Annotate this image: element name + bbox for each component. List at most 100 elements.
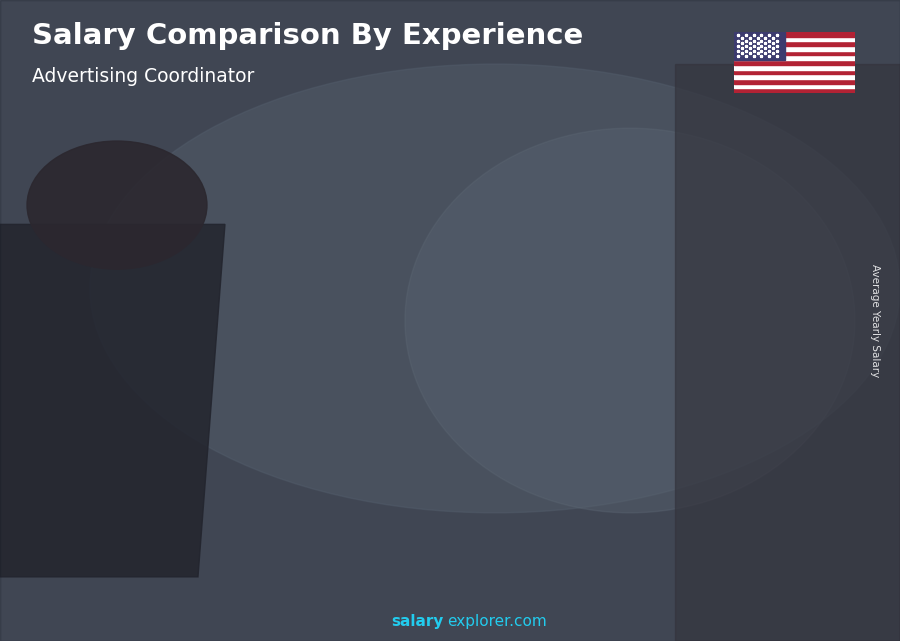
Bar	[466, 487, 530, 498]
Text: +9%: +9%	[539, 157, 585, 175]
Bar	[96, 520, 160, 525]
Bar	[343, 438, 407, 447]
Bar	[220, 520, 284, 527]
Bar	[713, 256, 777, 270]
Bar	[590, 282, 653, 294]
Bar	[96, 492, 160, 497]
Bar	[220, 489, 284, 495]
Bar	[734, 65, 855, 69]
Polygon shape	[577, 208, 653, 222]
Bar	[96, 549, 160, 553]
Bar	[343, 299, 359, 577]
Text: 105,000 USD: 105,000 USD	[562, 246, 639, 259]
Bar	[220, 539, 284, 545]
Bar	[220, 433, 284, 439]
Bar	[96, 474, 160, 478]
Bar	[713, 283, 777, 297]
Bar	[713, 176, 729, 577]
Bar	[734, 42, 855, 46]
Bar	[466, 520, 530, 531]
Bar	[590, 221, 653, 233]
Bar	[343, 410, 407, 419]
Bar	[713, 537, 777, 550]
Bar	[590, 454, 653, 466]
Bar	[734, 88, 855, 93]
Polygon shape	[577, 208, 590, 577]
Bar	[590, 565, 653, 577]
Bar	[220, 389, 236, 577]
Bar	[96, 502, 160, 506]
Bar	[343, 354, 407, 364]
Bar	[590, 491, 653, 503]
Bar	[220, 570, 284, 577]
Bar	[590, 343, 653, 356]
Bar	[220, 420, 284, 426]
Bar	[466, 509, 530, 520]
Bar	[590, 368, 653, 380]
Bar	[220, 564, 284, 570]
Bar	[590, 331, 653, 343]
Bar	[713, 176, 777, 190]
Bar	[220, 502, 284, 508]
Bar	[343, 512, 407, 521]
Bar	[466, 306, 530, 317]
Bar	[343, 419, 407, 429]
Bar	[713, 457, 777, 470]
Bar	[713, 417, 777, 430]
Bar	[466, 475, 530, 487]
Text: +22%: +22%	[410, 165, 468, 183]
Bar	[220, 395, 284, 401]
Bar	[713, 483, 777, 497]
Polygon shape	[454, 238, 466, 577]
Bar	[96, 572, 160, 577]
Bar	[590, 553, 653, 565]
Ellipse shape	[405, 128, 855, 513]
Bar	[466, 272, 530, 283]
Bar	[343, 447, 407, 456]
Bar	[734, 32, 785, 60]
Bar	[466, 351, 530, 362]
Text: +34%: +34%	[164, 317, 221, 335]
Bar	[96, 525, 160, 530]
Bar	[713, 323, 777, 337]
Bar	[343, 429, 407, 438]
Bar	[343, 494, 407, 503]
Bar	[466, 430, 530, 441]
Bar	[590, 380, 653, 392]
Bar	[466, 238, 482, 577]
Bar	[466, 260, 530, 272]
Bar	[96, 506, 160, 511]
Polygon shape	[700, 176, 713, 577]
Bar	[713, 497, 777, 510]
Bar	[590, 294, 653, 306]
Bar	[343, 392, 407, 401]
Bar	[466, 362, 530, 374]
Bar	[713, 563, 777, 577]
Bar	[590, 269, 653, 282]
Bar	[96, 511, 160, 516]
Text: Average Yearly Salary: Average Yearly Salary	[869, 264, 880, 377]
Bar	[590, 208, 606, 577]
Bar	[343, 327, 407, 336]
Bar	[590, 503, 653, 515]
Bar	[343, 484, 407, 494]
Bar	[96, 464, 160, 469]
Bar	[734, 51, 855, 56]
Bar	[220, 401, 284, 408]
Bar	[466, 453, 530, 464]
Bar	[343, 568, 407, 577]
Bar	[343, 558, 407, 568]
Bar	[713, 524, 777, 537]
Bar	[466, 249, 530, 260]
Bar	[590, 306, 653, 319]
Bar	[220, 514, 284, 520]
Bar	[713, 217, 777, 229]
Bar	[734, 83, 855, 88]
Bar	[343, 401, 407, 410]
Bar	[590, 392, 653, 404]
Polygon shape	[207, 389, 284, 396]
Bar	[734, 56, 855, 60]
Bar	[220, 558, 284, 564]
Bar	[220, 426, 284, 433]
Bar	[220, 451, 284, 458]
